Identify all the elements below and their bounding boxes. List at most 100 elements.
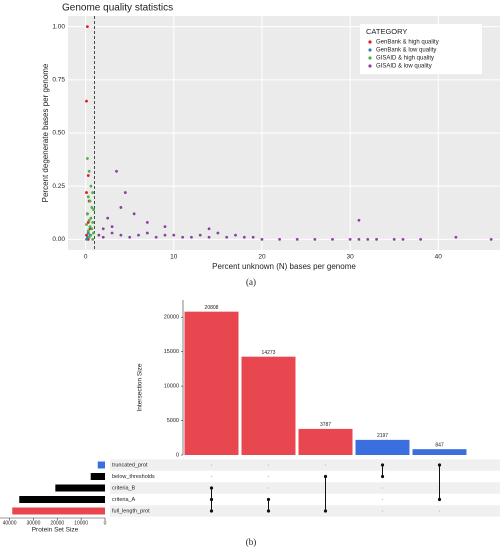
chart-title: Genome quality statistics <box>62 3 173 14</box>
matrix-dot <box>209 497 214 502</box>
y-tick-label: 0.75 <box>52 77 65 84</box>
point <box>366 237 370 241</box>
legend-swatch <box>368 56 372 60</box>
bar <box>412 449 467 455</box>
matrix-dot-empty <box>438 510 441 512</box>
y-tick-label: 0.50 <box>52 130 65 137</box>
point <box>85 223 88 226</box>
matrix-dot <box>266 497 271 502</box>
matrix-dot-empty <box>324 464 327 466</box>
set-bar <box>12 507 105 515</box>
bar-label: 2197 <box>377 433 388 439</box>
point <box>91 191 95 194</box>
point <box>110 225 114 229</box>
point <box>85 99 88 103</box>
point <box>145 220 149 224</box>
point <box>90 227 94 231</box>
point <box>86 229 90 233</box>
bar-label: 847 <box>435 442 444 448</box>
point <box>89 184 93 188</box>
point <box>89 216 93 220</box>
bar <box>355 439 410 455</box>
set-bar <box>19 496 106 503</box>
point <box>87 235 91 239</box>
row-stripe <box>110 482 500 494</box>
matrix-dot-empty <box>381 510 384 512</box>
point <box>234 233 237 237</box>
point <box>85 191 88 194</box>
x-tick-label: 30 <box>347 254 355 261</box>
point <box>216 231 220 235</box>
set-tick-label: 30000 <box>26 520 40 526</box>
point <box>90 206 94 209</box>
point <box>128 235 132 239</box>
y-tick-label: 20000 <box>164 315 179 321</box>
matrix-dot <box>380 474 385 479</box>
bar-label: 14273 <box>262 350 276 356</box>
matrix-dot-empty <box>267 475 270 478</box>
point <box>92 231 95 235</box>
point <box>190 235 193 239</box>
set-tick-label: 20000 <box>50 520 64 526</box>
row-stripe <box>110 459 500 471</box>
bar-label: 3787 <box>320 422 331 428</box>
set-bar <box>97 461 105 469</box>
point <box>207 227 211 231</box>
point <box>115 169 118 173</box>
set-tick-label: 0 <box>104 520 107 526</box>
point <box>97 233 101 237</box>
point <box>101 227 105 231</box>
point <box>357 218 361 222</box>
point <box>348 237 352 241</box>
set-bar <box>90 473 105 480</box>
legend-label: GISAID & low quality <box>376 64 432 70</box>
legend-box <box>360 24 482 74</box>
y-tick-label: 1.00 <box>52 23 65 30</box>
matrix-dot <box>323 474 328 479</box>
point <box>119 233 123 237</box>
point <box>119 206 123 209</box>
point <box>454 235 458 239</box>
point <box>88 225 92 229</box>
matrix-dot <box>209 486 214 490</box>
point <box>87 169 91 173</box>
set-label: truncated_prot <box>112 462 148 468</box>
set-label: below_thresholds <box>112 474 155 480</box>
point <box>163 233 167 237</box>
point <box>87 218 91 222</box>
point <box>85 233 88 237</box>
legend-title: CATEGORY <box>366 27 407 36</box>
point <box>154 235 158 239</box>
legend-label: GISAID & high quality <box>376 56 434 62</box>
point <box>198 233 202 237</box>
point <box>489 237 493 241</box>
legend-swatch <box>368 40 372 44</box>
point <box>89 233 93 237</box>
set-label: criteria_A <box>112 497 136 503</box>
matrix-dot <box>380 463 385 467</box>
y-tick-label: 5000 <box>167 418 179 424</box>
point <box>163 225 167 229</box>
bar <box>184 311 239 455</box>
point <box>92 208 95 211</box>
set-tick-label: 40000 <box>3 520 17 526</box>
point <box>172 233 176 237</box>
point <box>85 157 89 160</box>
x-tick-label: 10 <box>170 254 178 261</box>
point <box>331 237 334 241</box>
matrix-dot-empty <box>381 498 384 501</box>
point <box>85 212 89 216</box>
bar-label: 20808 <box>205 305 219 311</box>
set-label: criteria_B <box>112 485 136 491</box>
caption: (b) <box>246 537 257 547</box>
legend-swatch <box>368 64 372 68</box>
point <box>375 237 378 241</box>
point <box>86 174 90 177</box>
point <box>207 235 211 239</box>
point <box>132 212 136 216</box>
matrix-dot-empty <box>210 475 213 478</box>
y-tick-label: 0.25 <box>52 183 65 190</box>
point <box>357 237 361 241</box>
point <box>313 237 317 241</box>
